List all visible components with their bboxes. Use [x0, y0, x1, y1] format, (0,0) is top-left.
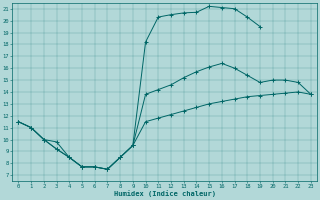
X-axis label: Humidex (Indice chaleur): Humidex (Indice chaleur): [114, 190, 216, 197]
